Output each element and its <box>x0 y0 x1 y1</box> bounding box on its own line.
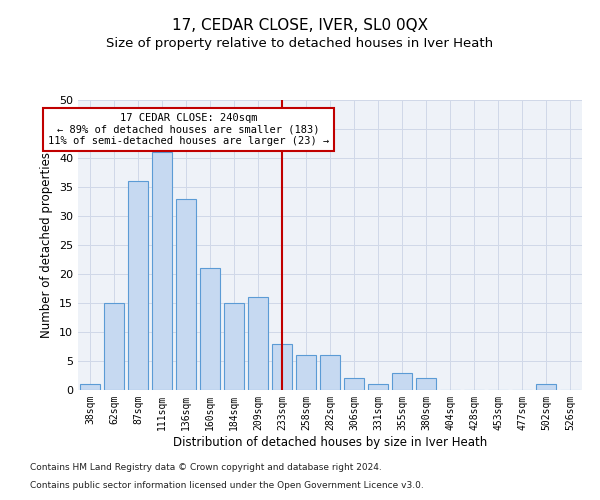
Bar <box>248 297 268 390</box>
Bar <box>80 384 100 390</box>
Text: 17 CEDAR CLOSE: 240sqm
← 89% of detached houses are smaller (183)
11% of semi-de: 17 CEDAR CLOSE: 240sqm ← 89% of detached… <box>48 113 329 146</box>
Bar <box>416 378 436 390</box>
Text: Contains public sector information licensed under the Open Government Licence v3: Contains public sector information licen… <box>30 481 424 490</box>
Text: 17, CEDAR CLOSE, IVER, SL0 0QX: 17, CEDAR CLOSE, IVER, SL0 0QX <box>172 18 428 32</box>
Bar <box>176 198 196 390</box>
Bar <box>104 303 124 390</box>
Bar <box>224 303 244 390</box>
Bar <box>344 378 364 390</box>
Bar <box>128 181 148 390</box>
Text: Size of property relative to detached houses in Iver Heath: Size of property relative to detached ho… <box>106 38 494 51</box>
Bar <box>200 268 220 390</box>
Bar <box>152 152 172 390</box>
Bar <box>392 372 412 390</box>
Bar <box>320 355 340 390</box>
Text: Contains HM Land Registry data © Crown copyright and database right 2024.: Contains HM Land Registry data © Crown c… <box>30 464 382 472</box>
Bar <box>536 384 556 390</box>
Y-axis label: Number of detached properties: Number of detached properties <box>40 152 53 338</box>
Bar <box>368 384 388 390</box>
Bar <box>272 344 292 390</box>
X-axis label: Distribution of detached houses by size in Iver Heath: Distribution of detached houses by size … <box>173 436 487 448</box>
Bar <box>296 355 316 390</box>
